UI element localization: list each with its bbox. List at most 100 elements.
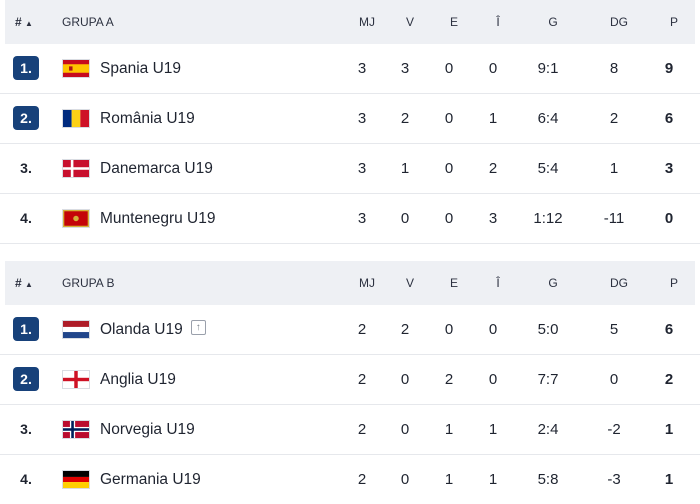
arrow-up-icon: ↑ bbox=[190, 320, 206, 336]
goals: 1:12 bbox=[533, 210, 563, 227]
goal-diff: 2 bbox=[609, 110, 619, 127]
table-row[interactable]: 1. Spania U19 3 3 0 0 9:1 8 9 bbox=[0, 44, 700, 94]
team-name[interactable]: România U19 bbox=[100, 110, 195, 127]
rank-badge: 4. bbox=[20, 471, 32, 487]
points: 9 bbox=[664, 60, 674, 77]
wins: 0 bbox=[400, 371, 410, 388]
matches-played: 2 bbox=[357, 421, 367, 438]
col-dg[interactable]: DG bbox=[610, 15, 628, 29]
group-title: GRUPA B bbox=[62, 276, 115, 290]
netherlands-flag-icon bbox=[62, 320, 90, 339]
table-row[interactable]: 3. Norvegia U19 2 0 1 1 2:4 -2 1 bbox=[0, 405, 700, 455]
table-row[interactable]: 1. Olanda U19 ↑ 2 2 0 0 5:0 5 6 bbox=[0, 305, 700, 355]
draws: 0 bbox=[444, 321, 454, 338]
sort-up-icon[interactable]: ▲ bbox=[25, 19, 33, 28]
losses: 1 bbox=[488, 110, 498, 127]
col-g[interactable]: G bbox=[548, 15, 558, 29]
rank-badge: 1. bbox=[13, 56, 39, 80]
col-dg[interactable]: DG bbox=[610, 276, 628, 290]
team-name[interactable]: Danemarca U19 bbox=[100, 160, 213, 177]
denmark-flag-icon bbox=[62, 159, 90, 178]
sort-up-icon[interactable]: ▲ bbox=[25, 280, 33, 289]
matches-played: 2 bbox=[357, 471, 367, 488]
col-mj[interactable]: MJ bbox=[359, 276, 375, 290]
points: 3 bbox=[664, 160, 674, 177]
goals: 2:4 bbox=[537, 421, 559, 438]
table-row[interactable]: 4. Germania U19 2 0 1 1 5:8 -3 1 bbox=[0, 455, 700, 504]
col-p[interactable]: P bbox=[669, 276, 678, 290]
wins: 0 bbox=[400, 210, 410, 227]
table-row[interactable]: 4. Muntenegru U19 3 0 0 3 1:12 -11 0 bbox=[0, 194, 700, 244]
goals: 5:0 bbox=[537, 321, 559, 338]
col-v[interactable]: V bbox=[405, 276, 414, 290]
points: 1 bbox=[664, 471, 674, 488]
england-flag-icon bbox=[62, 370, 90, 389]
goals: 9:1 bbox=[537, 60, 559, 77]
wins: 3 bbox=[400, 60, 410, 77]
goal-diff: 8 bbox=[609, 60, 619, 77]
col-p[interactable]: P bbox=[669, 15, 678, 29]
goals: 7:7 bbox=[537, 371, 559, 388]
col-g[interactable]: G bbox=[548, 276, 558, 290]
hash-label: # bbox=[15, 15, 22, 29]
goals: 6:4 bbox=[537, 110, 559, 127]
col-e[interactable]: E bbox=[449, 276, 458, 290]
team-name[interactable]: Norvegia U19 bbox=[100, 421, 195, 438]
rank-column-header[interactable]: # ▲ bbox=[15, 0, 33, 46]
team-name[interactable]: Germania U19 bbox=[100, 471, 201, 488]
matches-played: 2 bbox=[357, 321, 367, 338]
montenegro-flag-icon bbox=[62, 209, 90, 228]
matches-played: 3 bbox=[357, 210, 367, 227]
points: 6 bbox=[664, 321, 674, 338]
wins: 0 bbox=[400, 421, 410, 438]
group-a-table: # ▲ GRUPA A MJ V E Î G DG P 1. Spania U1… bbox=[0, 0, 700, 244]
rank-badge: 1. bbox=[13, 317, 39, 341]
rank-badge: 2. bbox=[13, 106, 39, 130]
team-name[interactable]: Muntenegru U19 bbox=[100, 210, 216, 227]
goal-diff: -2 bbox=[607, 421, 621, 438]
spain-flag-icon bbox=[62, 59, 90, 78]
rank-badge: 3. bbox=[20, 160, 32, 176]
draws: 1 bbox=[444, 471, 454, 488]
hash-label: # bbox=[15, 276, 22, 290]
goals: 5:4 bbox=[537, 160, 559, 177]
team-name[interactable]: Spania U19 bbox=[100, 60, 182, 77]
goal-diff: 0 bbox=[609, 371, 619, 388]
table-row[interactable]: 2. România U19 3 2 0 1 6:4 2 6 bbox=[0, 94, 700, 144]
losses: 1 bbox=[488, 471, 498, 488]
goal-diff: 1 bbox=[609, 160, 619, 177]
group-spacer bbox=[0, 244, 700, 261]
draws: 0 bbox=[444, 160, 454, 177]
draws: 1 bbox=[444, 421, 454, 438]
matches-played: 2 bbox=[357, 371, 367, 388]
team-name[interactable]: Anglia U19 bbox=[100, 371, 176, 388]
rank-badge: 4. bbox=[20, 210, 32, 226]
team-name-text: Olanda U19 bbox=[100, 321, 183, 338]
rank-badge: 3. bbox=[20, 421, 32, 437]
table-row[interactable]: 3. Danemarca U19 3 1 0 2 5:4 1 3 bbox=[0, 144, 700, 194]
wins: 1 bbox=[400, 160, 410, 177]
col-mj[interactable]: MJ bbox=[359, 15, 375, 29]
col-i[interactable]: Î bbox=[496, 276, 500, 290]
goal-diff: 5 bbox=[609, 321, 619, 338]
col-v[interactable]: V bbox=[405, 15, 414, 29]
col-e[interactable]: E bbox=[449, 15, 458, 29]
wins: 2 bbox=[400, 110, 410, 127]
group-title: GRUPA A bbox=[62, 15, 114, 29]
romania-flag-icon bbox=[62, 109, 90, 128]
table-row[interactable]: 2. Anglia U19 2 0 2 0 7:7 0 2 bbox=[0, 355, 700, 405]
matches-played: 3 bbox=[357, 110, 367, 127]
col-i[interactable]: Î bbox=[496, 15, 500, 29]
rank-column-header[interactable]: # ▲ bbox=[15, 261, 33, 307]
draws: 0 bbox=[444, 110, 454, 127]
losses: 2 bbox=[488, 160, 498, 177]
norway-flag-icon bbox=[62, 420, 90, 439]
goals: 5:8 bbox=[537, 471, 559, 488]
rank-badge: 2. bbox=[13, 367, 39, 391]
matches-played: 3 bbox=[357, 60, 367, 77]
draws: 0 bbox=[444, 60, 454, 77]
table-header: # ▲ GRUPA B MJ V E Î G DG P bbox=[5, 261, 695, 305]
team-name[interactable]: Olanda U19 ↑ bbox=[100, 305, 206, 354]
losses: 3 bbox=[488, 210, 498, 227]
group-b-table: # ▲ GRUPA B MJ V E Î G DG P 1. Olanda U1… bbox=[0, 261, 700, 504]
